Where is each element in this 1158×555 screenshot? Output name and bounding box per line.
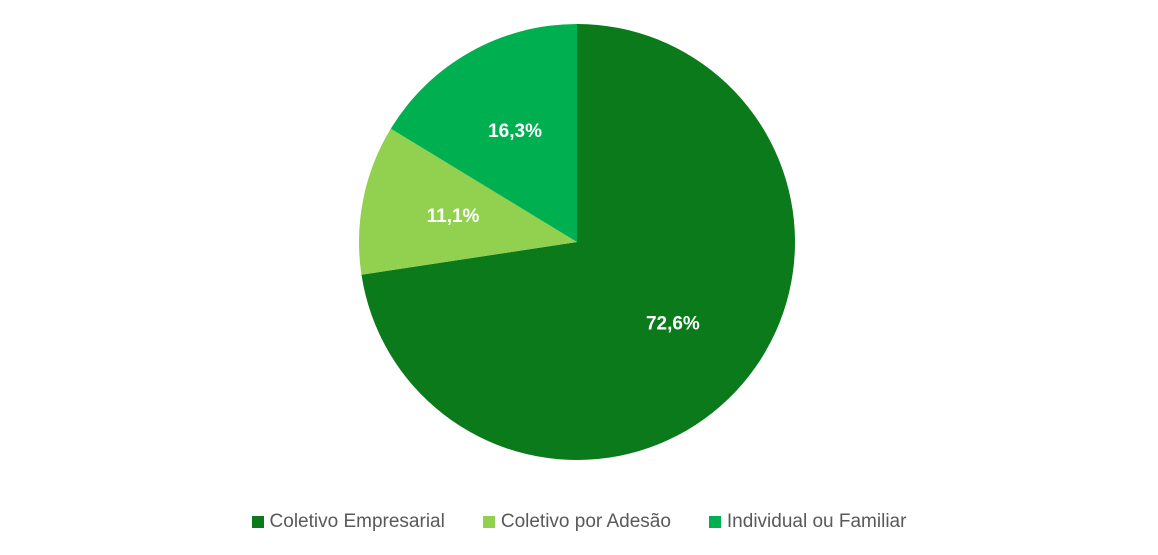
data-label: 16,3%: [488, 121, 542, 142]
legend-swatch: [482, 516, 495, 528]
legend-item-coletivo-por-adesao: Coletivo por Adesão: [482, 511, 671, 533]
pie-slice-coletivo-por-adesao: [359, 128, 577, 275]
legend-label: Individual ou Familiar: [726, 511, 907, 532]
legend-item-coletivo-empresarial: Coletivo Empresarial: [251, 511, 445, 533]
data-label: 11,1%: [427, 206, 480, 227]
legend-label: Coletivo por Adesão: [500, 511, 671, 532]
pie-slice-coletivo-empresarial: [361, 24, 796, 460]
pie-data-labels: 72,6% 11,1% 16,3%: [427, 121, 700, 335]
legend-label: Coletivo Empresarial: [269, 511, 445, 532]
pie-slices: [359, 23, 796, 460]
legend-item-individual-ou-familiar: Individual ou Familiar: [708, 511, 907, 533]
data-label: 72,6%: [646, 313, 700, 334]
chart-legend: Coletivo Empresarial Coletivo por Adesão…: [0, 508, 1158, 536]
legend-swatch: [708, 516, 721, 528]
pie-slice-individual-ou-familiar: [390, 23, 577, 242]
legend-swatch: [251, 516, 264, 528]
